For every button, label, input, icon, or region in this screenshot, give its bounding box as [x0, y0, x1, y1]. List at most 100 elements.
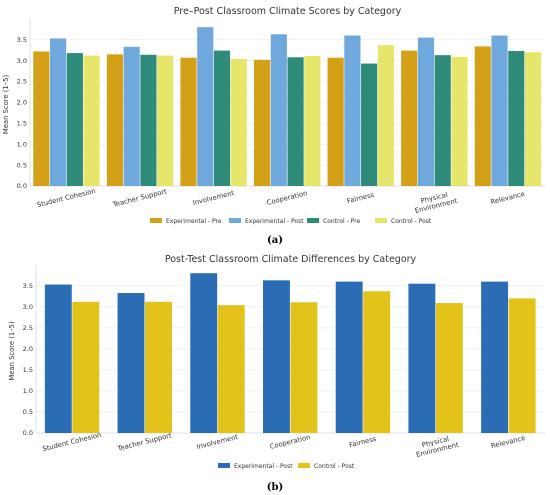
y-tick-label: 1.5: [17, 120, 27, 128]
legend-label: Control - Pre: [323, 218, 361, 225]
x-tick-label-line: Cooperation: [269, 433, 311, 451]
legend-swatch: [229, 218, 241, 223]
x-tick-label-line: Student Cohesion: [36, 187, 96, 209]
y-tick-label: 0.5: [23, 408, 33, 416]
x-tick-label-line: Relevance: [490, 434, 526, 450]
x-tick-label: Relevance: [490, 434, 526, 450]
y-tick-label: 3.5: [17, 36, 27, 44]
bar: [417, 37, 435, 186]
bar: [157, 55, 174, 186]
x-tick-label: Student Cohesion: [36, 187, 96, 209]
y-tick-label: 0.5: [17, 161, 27, 169]
bar: [117, 292, 145, 433]
y-axis-label: Mean Score (1–5): [2, 75, 10, 135]
x-tick-label-line: Teacher Support: [116, 431, 173, 452]
bar: [451, 56, 468, 186]
chart-b: Post-Test Classroom Climate Differences …: [8, 254, 545, 493]
bar: [344, 35, 361, 187]
bar: [106, 54, 124, 186]
legend-label: Experimental - Post: [245, 218, 304, 225]
bar: [33, 51, 50, 186]
legend-swatch: [375, 218, 387, 223]
bar: [50, 38, 67, 186]
bar: [327, 57, 344, 186]
x-tick-label: Cooperation: [266, 189, 308, 207]
bar: [474, 46, 491, 187]
y-tick-label: 2.5: [23, 324, 33, 332]
bar: [401, 50, 418, 187]
bar: [254, 59, 271, 186]
x-tick-label-line: Student Cohesion: [42, 431, 102, 453]
bar: [335, 281, 363, 433]
x-tick-label: Relevance: [490, 190, 526, 206]
x-tick-label: Involvement: [192, 189, 235, 207]
bar: [66, 53, 83, 186]
bar: [508, 51, 525, 186]
bar: [524, 52, 542, 186]
bar: [408, 283, 436, 433]
bar: [508, 298, 536, 433]
y-tick-label: 2.0: [17, 99, 27, 107]
legend-swatch: [150, 218, 162, 223]
bar: [270, 34, 287, 187]
bar: [190, 273, 218, 433]
bar: [213, 50, 231, 187]
y-tick-label: 1.0: [23, 387, 33, 395]
legend-label: Experimental - Pre: [166, 218, 222, 225]
bar: [140, 54, 157, 187]
x-tick-label-line: Involvement: [196, 433, 239, 451]
bar: [44, 284, 72, 433]
x-tick-label: Involvement: [196, 433, 239, 451]
bar: [180, 57, 197, 186]
y-tick-label: 1.5: [23, 366, 33, 374]
bar: [290, 302, 318, 433]
bar: [491, 35, 508, 187]
bar: [123, 46, 140, 187]
x-tick-label: Student Cohesion: [42, 431, 102, 453]
y-tick-label: 2.5: [17, 78, 27, 86]
bar: [72, 301, 100, 433]
bar: [434, 55, 451, 186]
bar: [83, 55, 100, 186]
bar: [377, 45, 394, 187]
bar: [435, 303, 463, 433]
bar: [197, 27, 214, 186]
chart-title: Post-Test Classroom Climate Differences …: [165, 254, 417, 265]
x-tick-label-line: Fairness: [346, 191, 375, 206]
bar: [481, 281, 509, 433]
x-tick-label-line: Relevance: [490, 190, 526, 206]
x-tick-label: Fairness: [348, 435, 377, 450]
bar: [304, 56, 321, 187]
bar: [145, 301, 172, 433]
y-tick-label: 3.5: [23, 282, 33, 290]
panel-label: (a): [267, 235, 283, 246]
y-tick-label: 0.0: [23, 429, 33, 437]
bar: [263, 280, 290, 433]
x-tick-label: Fairness: [346, 191, 375, 206]
y-tick-label: 0.0: [17, 182, 27, 190]
legend-swatch: [218, 463, 230, 468]
bar: [287, 57, 304, 187]
legend-swatch: [307, 218, 319, 223]
chart-a: Pre–Post Classroom Climate Scores by Cat…: [2, 6, 545, 246]
y-tick-label: 3.0: [23, 303, 33, 311]
legend-label: Control - Post: [314, 463, 355, 470]
bar: [361, 63, 378, 186]
y-tick-label: 2.0: [23, 345, 33, 353]
panel-label: (b): [267, 482, 283, 493]
bar: [230, 58, 247, 186]
x-tick-label-line: Teacher Support: [111, 187, 168, 208]
x-tick-label-line: Involvement: [192, 189, 235, 207]
y-tick-label: 3.0: [17, 57, 27, 65]
y-tick-label: 1.0: [17, 140, 27, 148]
x-tick-label: Teacher Support: [116, 431, 173, 452]
legend-swatch: [298, 463, 310, 468]
x-tick-label: Teacher Support: [111, 187, 168, 208]
bar: [217, 305, 245, 433]
x-tick-label-line: Fairness: [348, 435, 377, 450]
legend-label: Control - Post: [391, 218, 432, 225]
chart-title: Pre–Post Classroom Climate Scores by Cat…: [174, 6, 402, 17]
